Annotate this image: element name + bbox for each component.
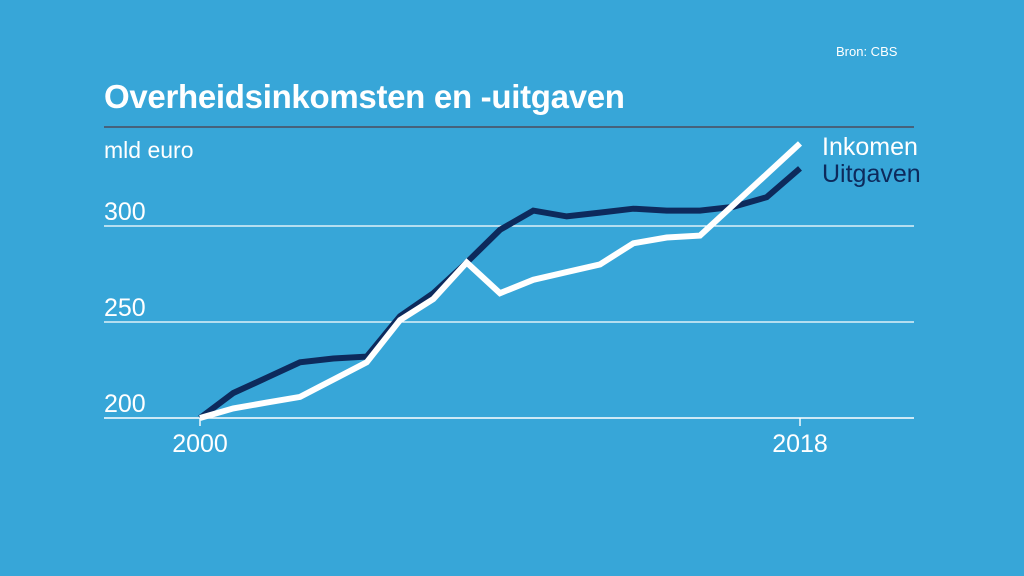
legend-uitgaven: Uitgaven	[822, 160, 921, 188]
source-label: Bron: CBS	[836, 44, 898, 59]
y-tick-label: 300	[104, 198, 146, 226]
series-lines	[198, 141, 803, 421]
y-tick-labels: 200 250 300	[104, 198, 146, 418]
y-tick-label: 250	[104, 294, 146, 322]
chart-title: Overheidsinkomsten en -uitgaven	[104, 78, 625, 115]
series-line-inkomen	[199, 141, 803, 421]
legend-inkomen: Inkomen	[822, 133, 918, 161]
y-axis-unit-label: mld euro	[104, 137, 194, 163]
x-tick-labels: 2000 2018	[172, 418, 828, 458]
y-tick-label: 200	[104, 390, 146, 418]
x-tick-label: 2018	[772, 430, 828, 458]
gridlines	[104, 225, 914, 419]
series-line-uitgaven	[198, 166, 802, 421]
x-tick-label: 2000	[172, 430, 228, 458]
title-divider	[104, 126, 914, 128]
